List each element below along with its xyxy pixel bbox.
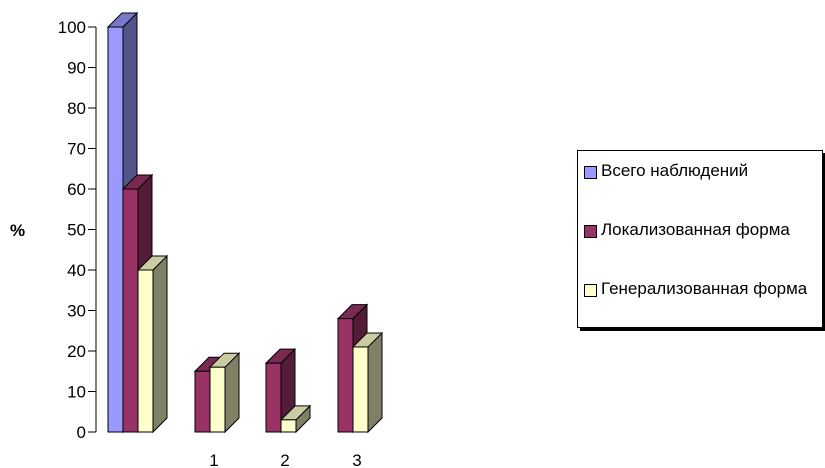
bar <box>136 254 169 434</box>
y-tick-label: 80 <box>67 99 86 118</box>
bar-chart: 0 10 20 30 40 50 60 70 80 90 100 % 1 2 3 <box>10 11 384 468</box>
y-tick-label: 90 <box>67 59 86 78</box>
bar <box>351 331 384 434</box>
y-tick-label: 60 <box>67 180 86 199</box>
bar <box>208 351 241 434</box>
y-tick-label: 50 <box>67 221 86 240</box>
legend-swatch-localized <box>584 225 597 238</box>
bar-side <box>152 254 168 434</box>
bar <box>279 404 312 434</box>
x-tick-label: 3 <box>352 451 361 468</box>
y-tick-label: 100 <box>58 18 86 37</box>
x-tick-label: 1 <box>209 451 218 468</box>
y-axis-title: % <box>10 221 25 240</box>
y-tick-label: 70 <box>67 140 86 159</box>
bars <box>106 11 384 434</box>
legend-item-localized: Локализованная форма <box>584 220 825 240</box>
bar-front <box>265 362 282 433</box>
legend-label-generalized: Генерализованная форма <box>601 279 808 298</box>
x-tick-label: 2 <box>280 451 289 468</box>
bar-side <box>367 331 383 434</box>
bar-front <box>337 318 354 433</box>
y-axis: 0 10 20 30 40 50 60 70 80 90 100 <box>58 18 97 442</box>
bar-front <box>122 188 139 433</box>
bar-front <box>352 346 369 433</box>
legend-item-generalized: Генерализованная форма <box>584 279 825 299</box>
legend-swatch-all <box>584 166 597 179</box>
y-tick-label: 30 <box>67 302 86 321</box>
bar-front <box>137 269 154 433</box>
legend-label-localized: Локализованная форма <box>601 220 790 239</box>
y-tick-label: 20 <box>67 342 86 361</box>
y-tick-label: 40 <box>67 261 86 280</box>
bar-front <box>209 366 226 433</box>
legend: Всего наблюдений Локализованная форма Ге… <box>577 150 823 328</box>
legend-label-all: Всего наблюдений <box>601 161 749 180</box>
legend-item-all: Всего наблюдений <box>584 161 825 181</box>
y-tick-label: 10 <box>67 383 86 402</box>
bar-front <box>194 370 211 433</box>
legend-swatch-generalized <box>584 284 597 297</box>
y-tick-label: 0 <box>77 423 86 442</box>
bar-front <box>280 419 297 433</box>
x-tick-labels: 1 2 3 <box>209 451 361 468</box>
bar-front <box>107 26 124 433</box>
